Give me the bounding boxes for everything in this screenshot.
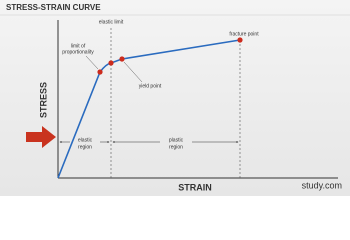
background	[0, 0, 350, 196]
region-label: region	[78, 144, 92, 150]
pointer-arrow	[26, 126, 56, 148]
point-marker	[97, 69, 103, 75]
region-label: plastic	[169, 137, 184, 143]
diagram: STRESS-STRAIN CURVE STRESS STRAIN limit …	[0, 0, 350, 196]
region-label: region	[169, 144, 183, 150]
point-label: yield point	[139, 83, 162, 89]
title: STRESS-STRAIN CURVE	[6, 3, 101, 12]
point-marker	[119, 56, 125, 62]
leader	[123, 61, 143, 83]
y-axis-label: STRESS	[38, 82, 48, 118]
point-marker	[108, 60, 114, 66]
point-marker	[237, 37, 243, 43]
region-label: elastic	[78, 137, 93, 143]
x-axis-label: STRAIN	[178, 182, 212, 192]
point-label: limit of	[71, 43, 86, 49]
point-label: fracture point	[229, 31, 259, 37]
point-label: proportionality	[62, 49, 94, 55]
point-label: elastic limit	[99, 19, 124, 25]
leader	[85, 55, 99, 70]
watermark: study.com	[302, 180, 342, 190]
